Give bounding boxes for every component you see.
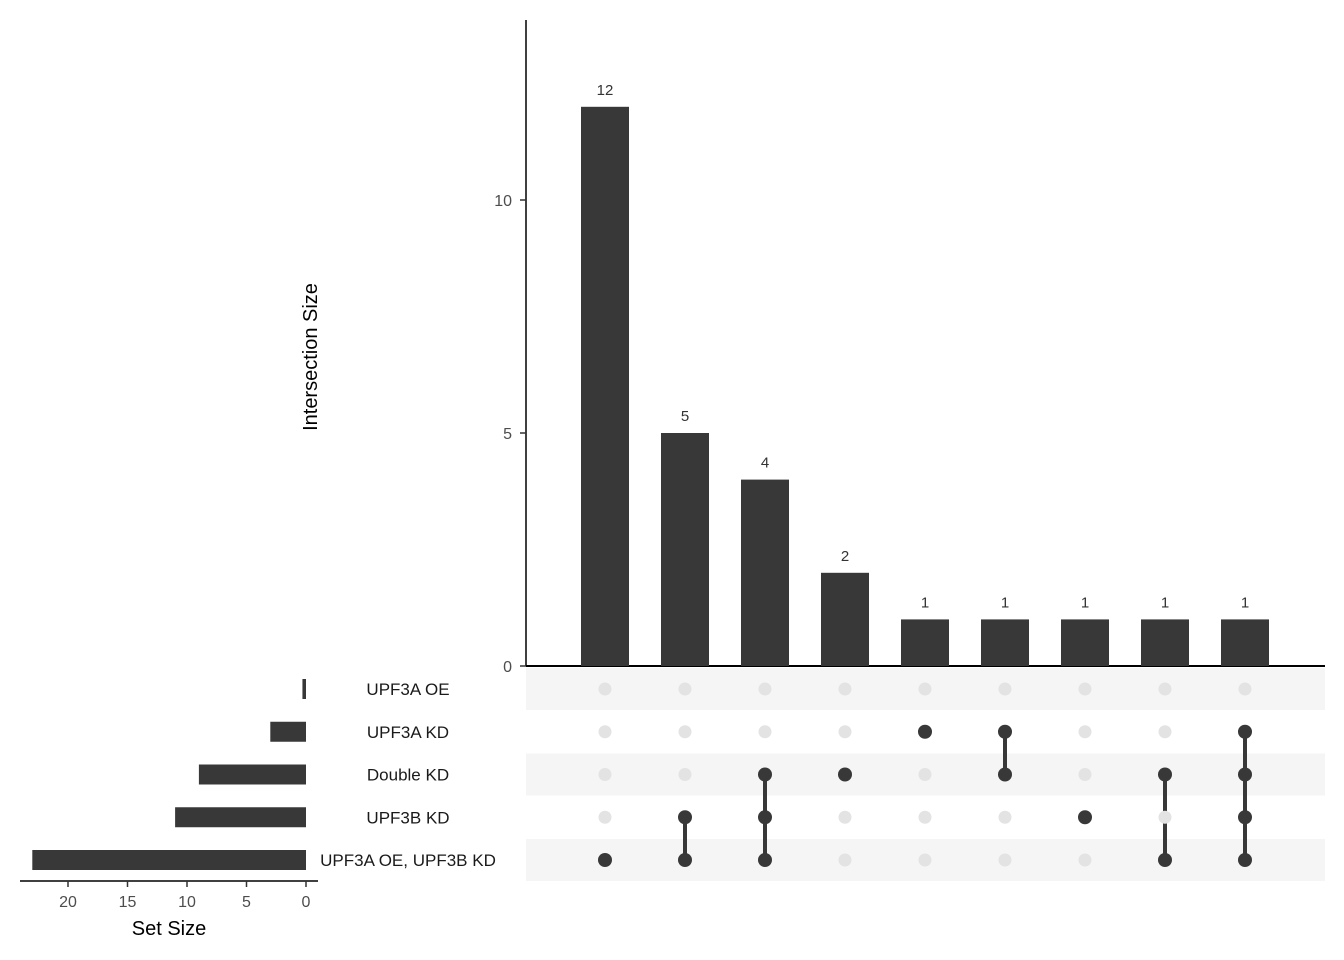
matrix-dot-inactive — [1158, 810, 1172, 824]
intersection-bar-label: 4 — [761, 455, 769, 472]
intersection-size-panel: Intersection Size 0 5 10 — [300, 20, 1325, 676]
matrix-dot-inactive — [1078, 725, 1092, 739]
intersection-bar-label: 1 — [921, 594, 929, 611]
intersection-bar-label: 5 — [681, 408, 689, 425]
intersection-bar-label: 1 — [1241, 594, 1249, 611]
matrix-dot-active — [998, 767, 1012, 782]
set-size-bar — [302, 679, 306, 699]
matrix-dot-inactive — [918, 682, 932, 696]
intersection-bar — [1221, 619, 1269, 666]
set-label: Double KD — [367, 766, 449, 785]
matrix-dot-inactive — [838, 810, 852, 824]
set-size-panel: Set Size 20 15 10 5 0 — [20, 880, 318, 940]
matrix-dot-inactive — [1158, 725, 1172, 739]
y-tick-label: 10 — [494, 193, 512, 210]
matrix-dot-inactive — [1078, 853, 1092, 867]
intersection-bar — [821, 572, 869, 666]
matrix-dot-active — [1238, 724, 1252, 739]
intersection-axis-title: Intersection Size — [300, 283, 322, 431]
intersection-bar — [581, 106, 629, 667]
matrix-dot-inactive — [998, 810, 1012, 824]
intersection-bar — [1061, 619, 1109, 666]
matrix-dot-active — [918, 724, 932, 739]
x-tick-label: 20 — [59, 894, 77, 911]
matrix-dot-inactive — [1238, 682, 1252, 696]
matrix-dot-active — [1238, 853, 1252, 867]
matrix-dot-inactive — [918, 853, 932, 867]
matrix-dot-inactive — [598, 810, 612, 824]
matrix-dot-active — [1238, 810, 1252, 825]
matrix-dot-inactive — [918, 768, 932, 781]
matrix-dot-inactive — [758, 725, 772, 739]
matrix-dot-inactive — [678, 682, 692, 696]
matrix-dot-inactive — [998, 682, 1012, 696]
matrix-dot-active — [998, 724, 1012, 739]
set-size-bar — [175, 807, 306, 828]
set-size-bar — [32, 850, 307, 870]
matrix-dot-inactive — [598, 682, 612, 696]
intersection-bar — [901, 619, 949, 666]
intersection-matrix — [598, 682, 1252, 867]
matrix-dot-inactive — [998, 853, 1012, 867]
matrix-dot-active — [678, 853, 692, 867]
x-tick-label: 0 — [302, 894, 311, 911]
intersection-bar-label: 2 — [841, 548, 849, 565]
set-size-bars — [32, 679, 307, 870]
y-tick-label: 0 — [503, 659, 512, 676]
matrix-dot-inactive — [1078, 682, 1092, 696]
matrix-dot-inactive — [838, 682, 852, 696]
intersection-bar — [1141, 619, 1189, 666]
matrix-dot-inactive — [918, 810, 932, 824]
matrix-dot-active — [1238, 767, 1252, 782]
set-size-bar — [270, 721, 306, 742]
intersection-bar-label: 1 — [1081, 594, 1089, 611]
intersection-bar-label: 12 — [597, 82, 614, 99]
matrix-dot-inactive — [1158, 682, 1172, 696]
matrix-dot-inactive — [838, 853, 852, 867]
set-size-bar — [198, 764, 306, 785]
x-tick-label: 15 — [119, 894, 137, 911]
matrix-dot-active — [758, 810, 772, 825]
x-tick-label: 10 — [178, 894, 196, 911]
set-label: UPF3B KD — [366, 808, 449, 827]
intersection-bar-label: 1 — [1161, 594, 1169, 611]
intersection-bars: 12 5 4 2 1 1 1 1 1 — [581, 82, 1269, 667]
set-label: UPF3A OE, UPF3B KD — [320, 851, 496, 870]
matrix-dot-active — [1158, 767, 1172, 782]
matrix-dot-inactive — [598, 768, 612, 781]
matrix-dot-inactive — [598, 725, 612, 739]
set-size-axis-title: Set Size — [132, 918, 206, 940]
matrix-dot-active — [758, 853, 772, 867]
matrix-dot-inactive — [678, 768, 692, 781]
set-label: UPF3A OE — [366, 680, 449, 699]
matrix-dot-active — [1158, 853, 1172, 867]
matrix-dot-active — [598, 853, 612, 867]
intersection-bar — [661, 433, 709, 666]
set-label: UPF3A KD — [367, 723, 449, 742]
x-tick-label: 5 — [242, 894, 251, 911]
set-labels: UPF3A OE UPF3A KD Double KD UPF3B KD UPF3A O… — [320, 680, 496, 870]
matrix-dot-active — [1078, 810, 1092, 825]
matrix-dot-inactive — [678, 725, 692, 739]
intersection-bar-label: 1 — [1001, 594, 1009, 611]
matrix-dot-inactive — [758, 682, 772, 696]
y-tick-label: 5 — [503, 426, 512, 443]
matrix-dot-active — [838, 767, 852, 782]
intersection-bar — [981, 619, 1029, 666]
matrix-dot-inactive — [1078, 768, 1092, 781]
intersection-bar — [741, 479, 789, 666]
matrix-dot-active — [678, 810, 692, 825]
matrix-dot-inactive — [838, 725, 852, 739]
matrix-dot-active — [758, 767, 772, 782]
